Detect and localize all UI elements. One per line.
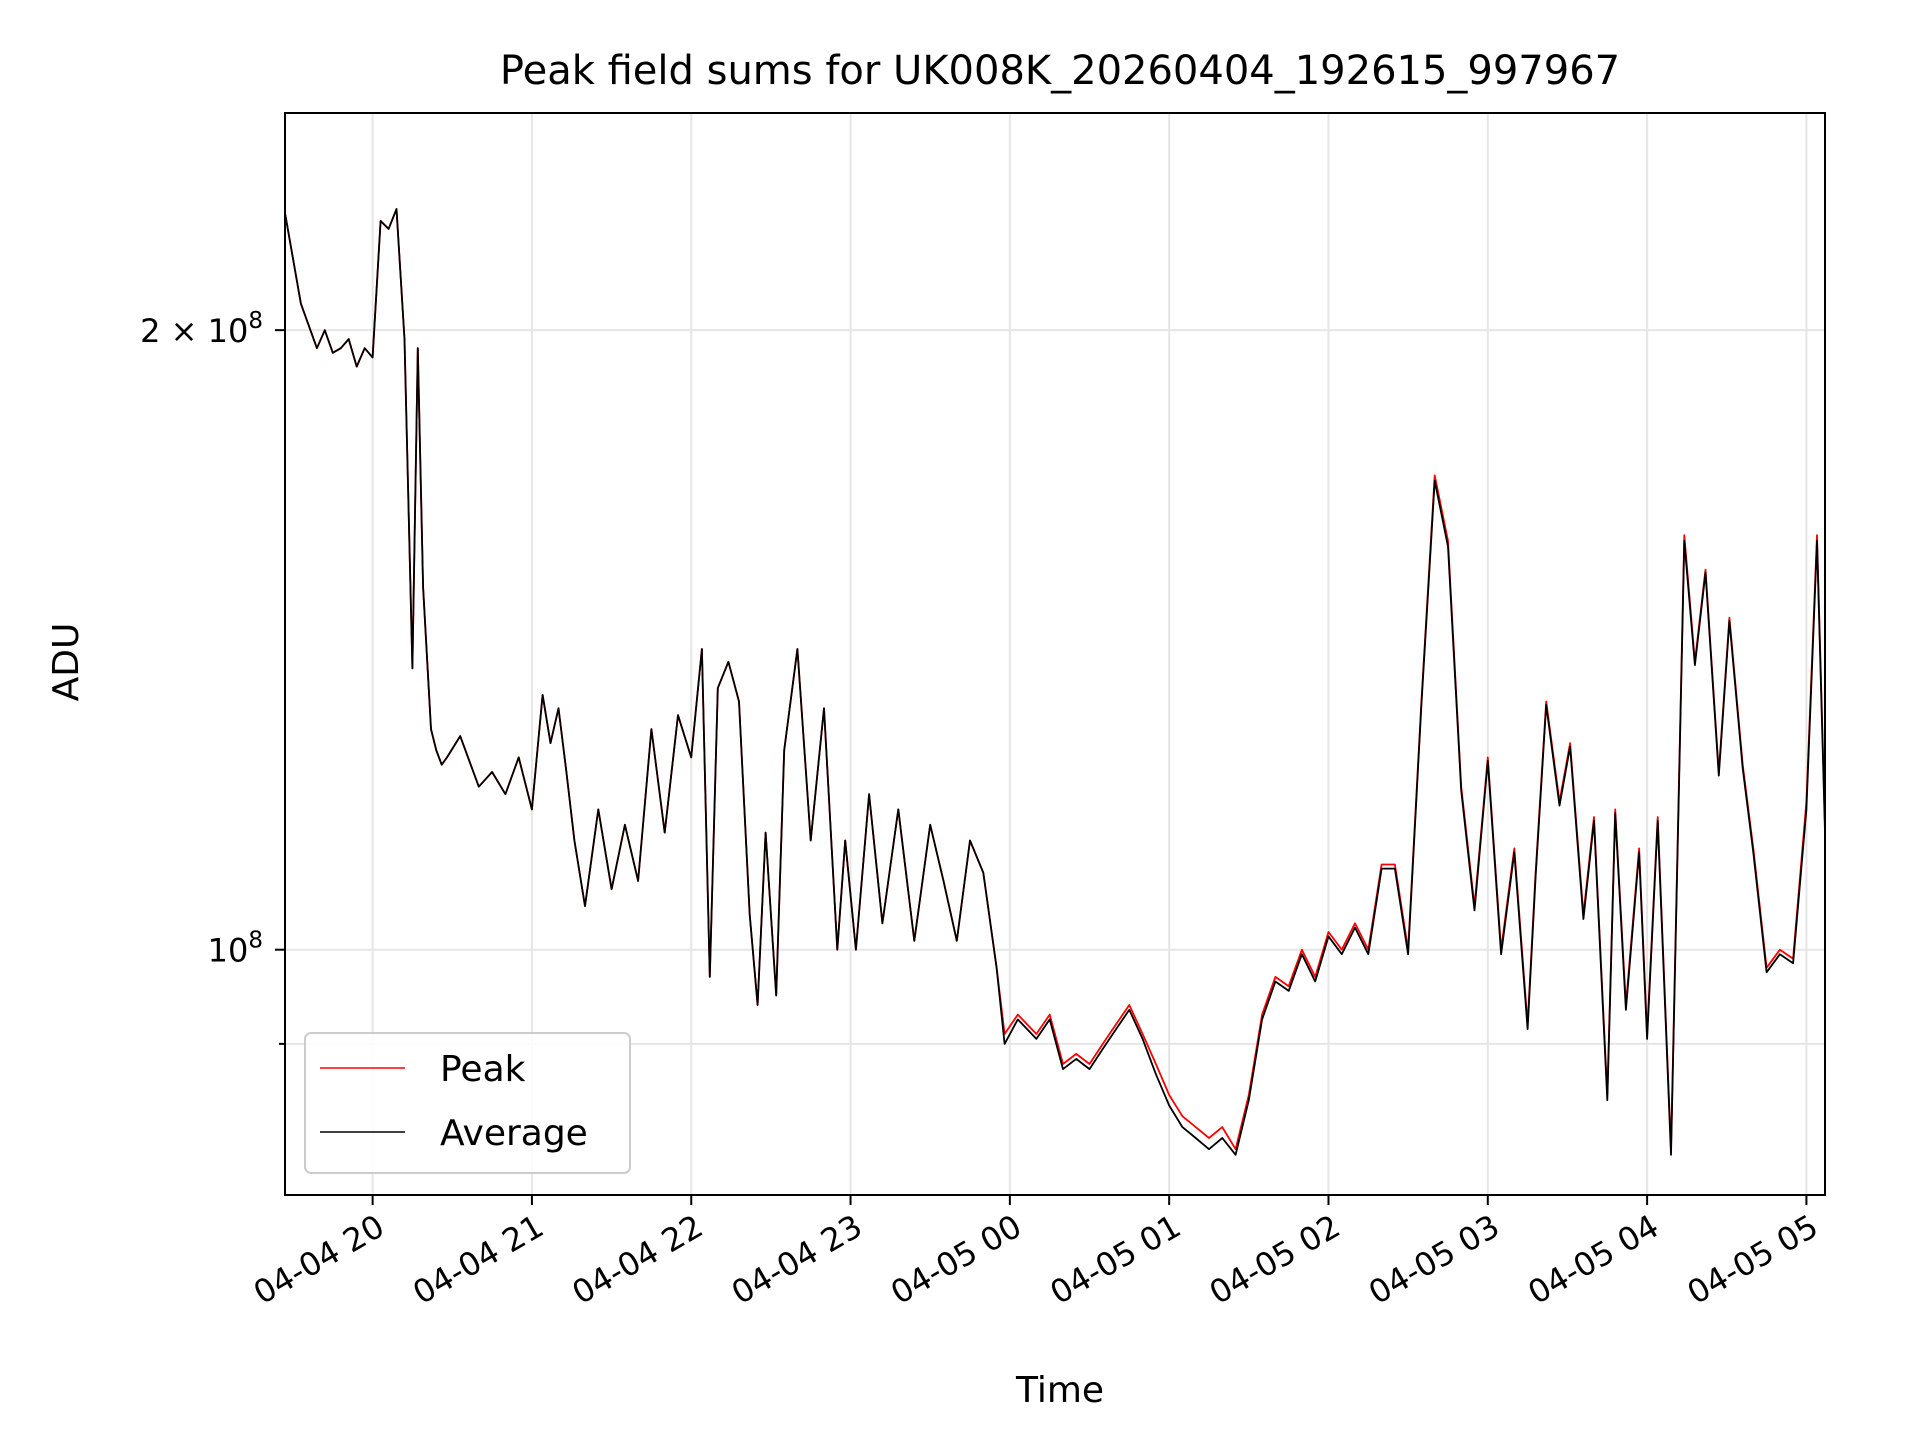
y-tick-label: 2 × 108: [140, 308, 263, 350]
x-axis-label: Time: [1015, 1370, 1104, 1411]
legend-label-peak: Peak: [440, 1049, 526, 1090]
series-layer: [284, 208, 1826, 1156]
chart-title: Peak field sums for UK008K_20260404_1926…: [500, 48, 1620, 94]
axes-frame: [284, 112, 1826, 1196]
legend: Peak Average: [304, 1032, 631, 1174]
series-line-average: [284, 208, 1826, 1156]
grid: [285, 113, 1825, 1195]
legend-label-average: Average: [440, 1113, 588, 1154]
y-axis-label: ADU: [46, 623, 87, 702]
y-tick-label: 108: [208, 928, 263, 970]
y-axis: 2 × 108 108: [140, 308, 285, 1045]
